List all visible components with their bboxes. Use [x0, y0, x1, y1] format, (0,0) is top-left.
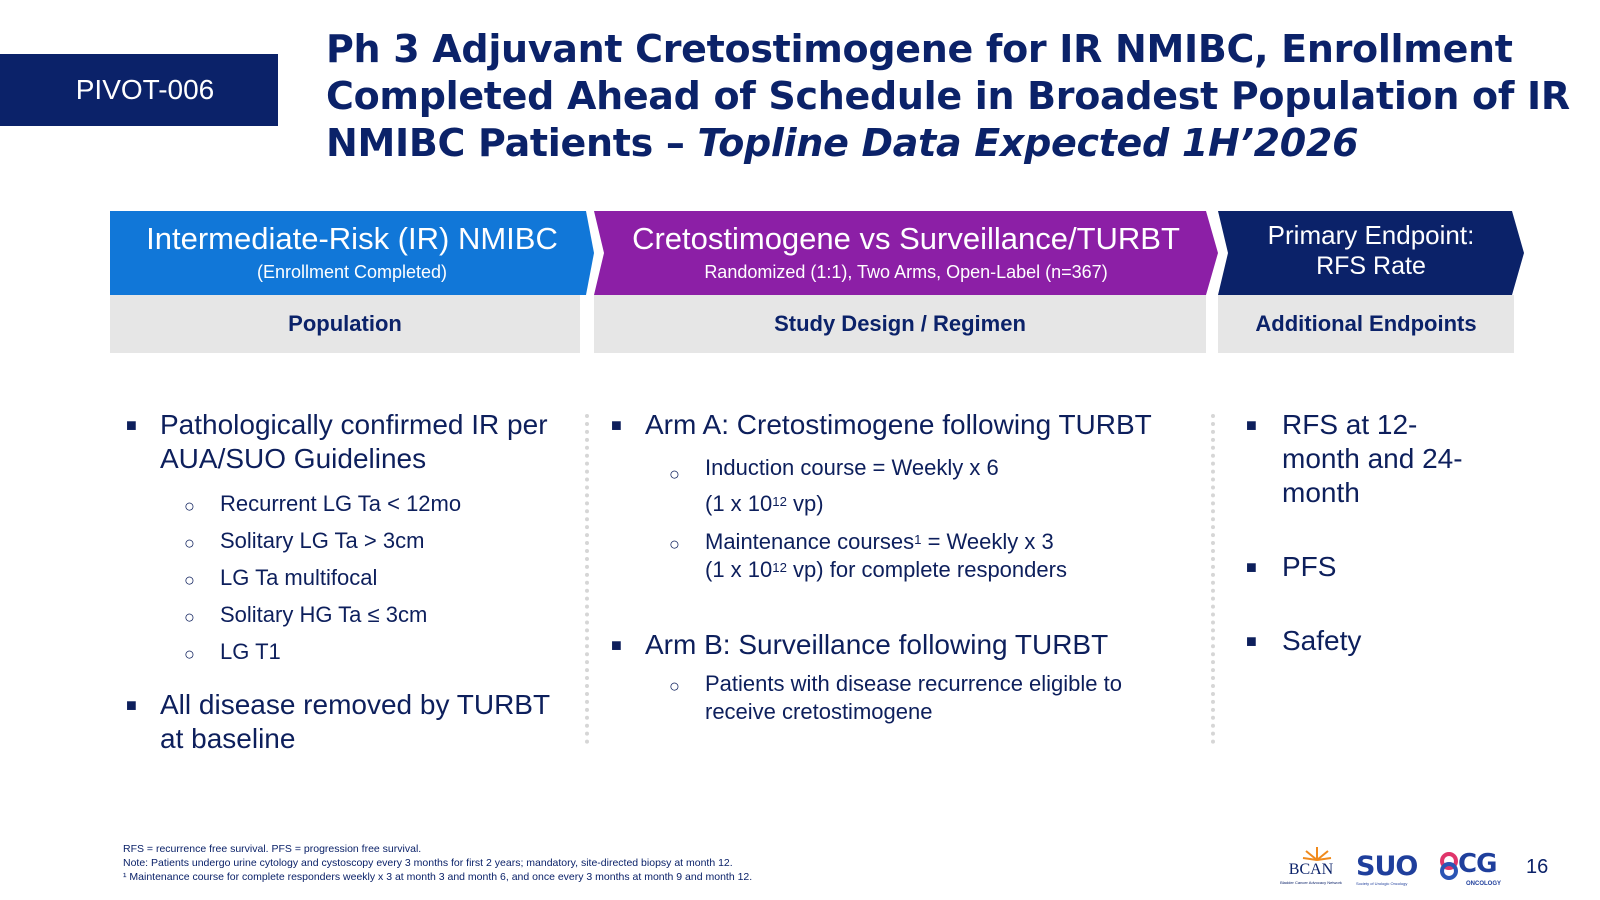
circle-bullet-icon: ○	[184, 496, 195, 516]
list-item: ■ PFS	[1244, 550, 1534, 584]
cg-mark-icon	[1440, 852, 1458, 880]
chevron-population: Intermediate-Risk (IR) NMIBC (Enrollment…	[110, 211, 594, 295]
chevron-subtitle: Randomized (1:1), Two Arms, Open-Label (…	[704, 262, 1108, 282]
list-item: ■ RFS at 12-month and 24-month	[1244, 408, 1534, 510]
superscript: 1	[914, 532, 922, 547]
superscript: 12	[772, 494, 787, 509]
sub-text: Solitary HG Ta ≤ 3cm	[220, 602, 428, 627]
square-bullet-icon: ■	[611, 635, 622, 655]
sub-text: Recurrent LG Ta < 12mo	[220, 491, 462, 516]
sub-text: Maintenance courses	[705, 529, 915, 554]
square-bullet-icon: ■	[126, 415, 137, 435]
list-item: ○ LG T1	[160, 638, 564, 666]
bullet-text: RFS at 12-month and 24-month	[1282, 409, 1463, 508]
superscript: 12	[772, 560, 787, 575]
footnote: RFS = recurrence free survival. PFS = pr…	[123, 843, 422, 855]
list-item: ○ Recurrent LG Ta < 12mo	[160, 490, 564, 518]
column-divider	[1211, 414, 1215, 744]
square-bullet-icon: ■	[611, 415, 622, 435]
list-item: ■ Pathologically confirmed IR per AUA/SU…	[124, 408, 564, 666]
sub-text: vp)	[786, 491, 824, 516]
list-item: ○ Induction course = Weekly x 6 (1 x 101…	[645, 450, 1205, 522]
sublist: ○ Induction course = Weekly x 6 (1 x 101…	[645, 450, 1205, 584]
slide-title: Ph 3 Adjuvant Cretostimogene for IR NMIB…	[326, 26, 1576, 167]
circle-bullet-icon: ○	[184, 570, 195, 590]
footnotes: RFS = recurrence free survival. PFS = pr…	[123, 842, 752, 884]
subheader-study-design: Study Design / Regimen	[594, 295, 1206, 353]
bcan-subtext: Bladder Cancer Advocacy Network	[1280, 880, 1342, 885]
sub-text: LG Ta multifocal	[220, 565, 378, 590]
sub-text: Patients with disease recurrence eligibl…	[705, 671, 1123, 724]
title-italic: Topline Data Expected 1H’2026	[697, 121, 1359, 165]
chevron-primary-endpoint: Primary Endpoint: RFS Rate	[1218, 211, 1524, 295]
list-item: ■ All disease removed by TURBT at baseli…	[124, 688, 564, 756]
chevron-title: Primary Endpoint:	[1267, 220, 1475, 250]
footnote: ¹ Maintenance course for complete respon…	[123, 871, 753, 883]
list-item: ○ Solitary HG Ta ≤ 3cm	[160, 601, 564, 629]
subheader-population: Population	[110, 295, 580, 353]
chevron-subtitle: (Enrollment Completed)	[256, 262, 448, 282]
sub-text: Solitary LG Ta > 3cm	[220, 528, 425, 553]
design-list: ■ Arm A: Cretostimogene following TURBT …	[609, 408, 1205, 726]
bcan-logo: BCAN Bladder Cancer Advocacy Network	[1280, 845, 1342, 891]
bullet-text: Pathologically confirmed IR per AUA/SUO …	[160, 409, 548, 474]
subheader-additional-endpoints: Additional Endpoints	[1218, 295, 1514, 353]
chevron-title: Cretostimogene vs Surveillance/TURBT	[632, 221, 1180, 256]
bullet-text: All disease removed by TURBT at baseline	[160, 689, 550, 754]
suo-subtext: Society of Urologic Oncology	[1356, 881, 1408, 886]
study-tag: PIVOT-006	[0, 54, 278, 126]
sub-text: (1 x 10	[705, 557, 773, 582]
square-bullet-icon: ■	[126, 695, 137, 715]
list-item: ■ Safety	[1244, 624, 1534, 658]
footnote: Note: Patients undergo urine cytology an…	[123, 857, 733, 869]
sun-rays-icon	[1302, 847, 1332, 861]
bullet-text: Arm A: Cretostimogene following TURBT	[645, 409, 1152, 440]
suo-logo: SUO Society of Urologic Oncology	[1356, 845, 1420, 891]
column-divider	[585, 414, 589, 744]
circle-bullet-icon: ○	[669, 534, 680, 554]
circle-bullet-icon: ○	[184, 607, 195, 627]
list-item: ○ Patients with disease recurrence eligib…	[645, 670, 1205, 726]
suo-text: SUO	[1356, 851, 1418, 882]
sublist: ○ Recurrent LG Ta < 12mo ○ Solitary LG Ta …	[160, 490, 564, 666]
title-main: Ph 3 Adjuvant Cretostimogene for IR NMIB…	[326, 27, 1570, 165]
bcan-text: BCAN	[1288, 861, 1334, 878]
bullet-text: PFS	[1282, 551, 1337, 582]
circle-bullet-icon: ○	[184, 644, 195, 664]
sublist: ○ Patients with disease recurrence eligib…	[645, 670, 1205, 726]
square-bullet-icon: ■	[1246, 415, 1257, 435]
bullet-text: Safety	[1282, 625, 1362, 656]
list-item: ○ Maintenance courses1 = Weekly x 3 (1 x…	[645, 528, 1205, 584]
page-number: 16	[1526, 856, 1549, 878]
square-bullet-icon: ■	[1246, 557, 1257, 577]
list-item: ○ LG Ta multifocal	[160, 564, 564, 592]
chevron-design: Cretostimogene vs Surveillance/TURBT Ran…	[594, 211, 1218, 295]
chevron-title: Intermediate-Risk (IR) NMIBC	[146, 221, 558, 256]
sub-text: = Weekly x 3	[921, 529, 1054, 554]
circle-bullet-icon: ○	[184, 533, 195, 553]
cg-subtext: ONCOLOGY	[1466, 881, 1502, 887]
bullet-text: Arm B: Surveillance following TURBT	[645, 629, 1109, 660]
chevron-subtitle: RFS Rate	[1316, 252, 1426, 280]
endpoints-list: ■ RFS at 12-month and 24-month ■ PFS ■ Safe…	[1244, 408, 1534, 658]
sub-text: vp) for complete responders	[786, 557, 1067, 582]
population-list: ■ Pathologically confirmed IR per AUA/SU…	[124, 408, 564, 756]
circle-bullet-icon: ○	[669, 464, 680, 484]
sub-text: (1 x 10	[705, 491, 773, 516]
circle-bullet-icon: ○	[669, 676, 680, 696]
cg-oncology-logo: CG ONCOLOGY	[1436, 845, 1508, 891]
list-item: ■ Arm A: Cretostimogene following TURBT …	[609, 408, 1205, 584]
list-item: ○ Solitary LG Ta > 3cm	[160, 527, 564, 555]
sub-text: Induction course = Weekly x 6	[705, 455, 999, 480]
cg-text: CG	[1458, 849, 1497, 879]
list-item: ■ Arm B: Surveillance following TURBT ○ P…	[609, 628, 1205, 726]
sub-text: LG T1	[220, 639, 281, 664]
square-bullet-icon: ■	[1246, 631, 1257, 651]
